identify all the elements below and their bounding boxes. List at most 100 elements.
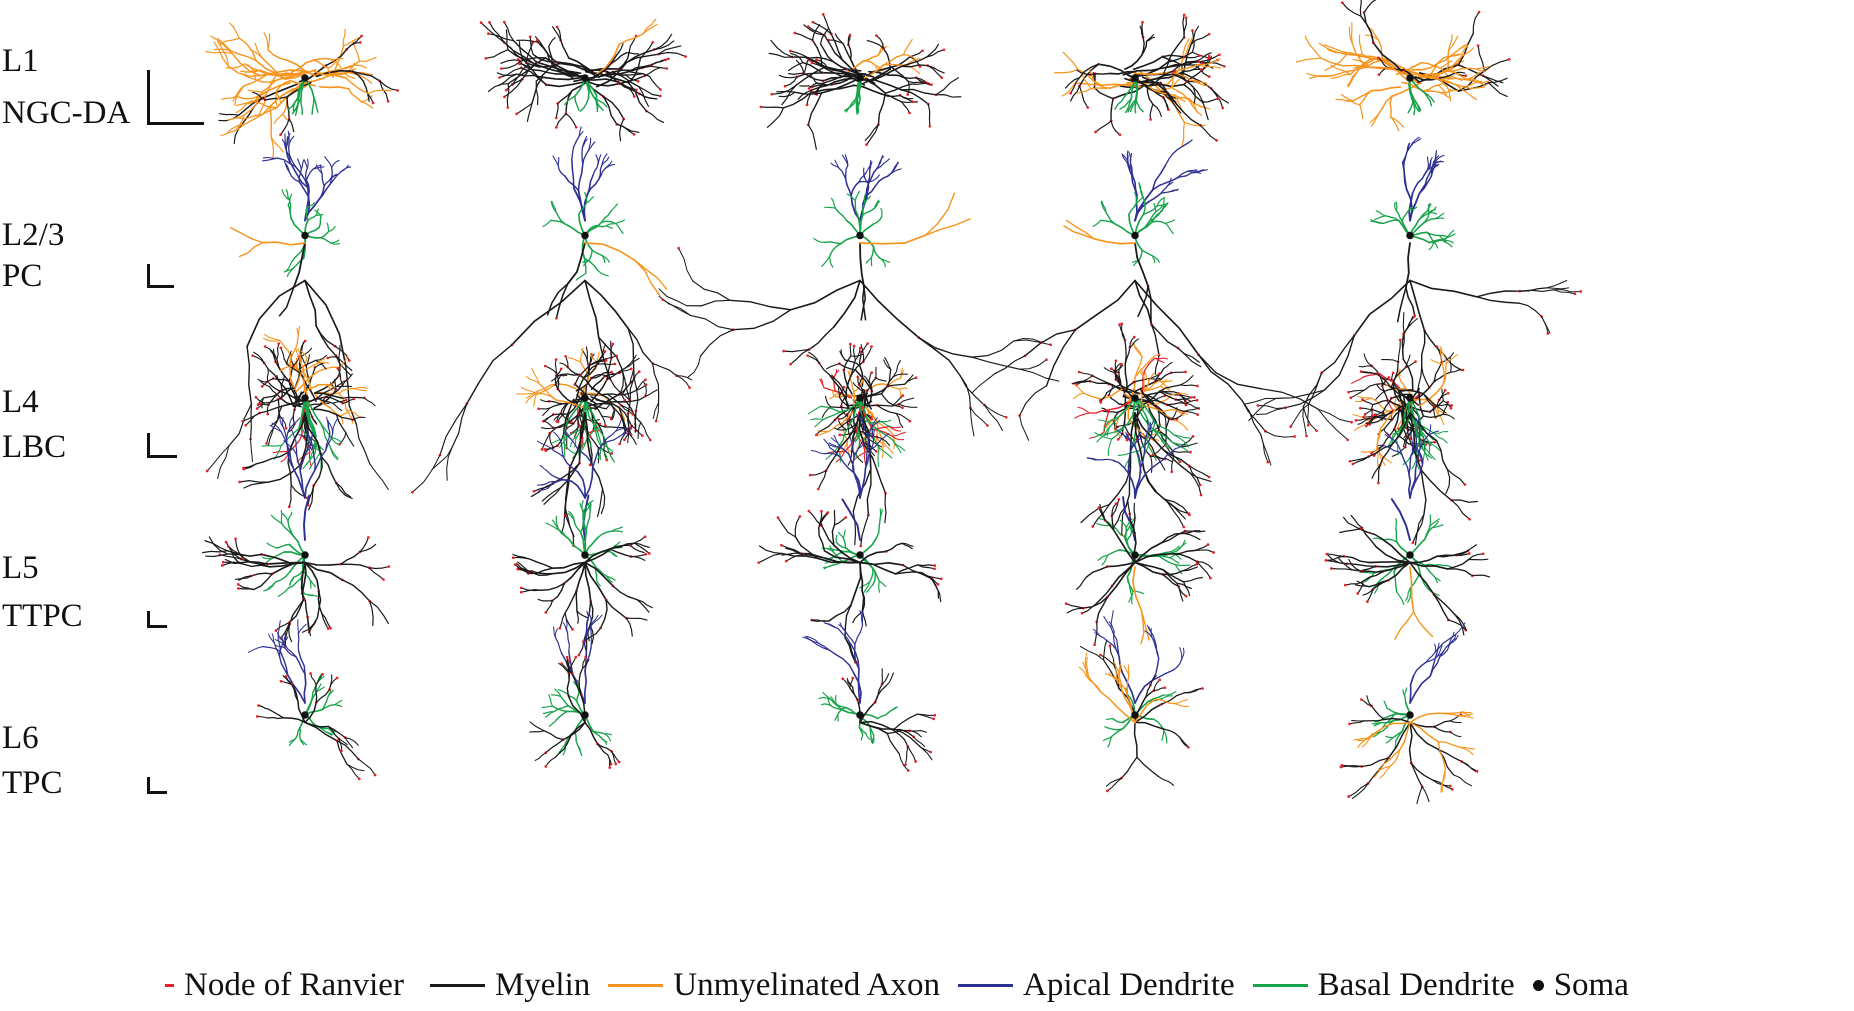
neurite-segment (1449, 720, 1462, 724)
node-of-ranvier-mark (1341, 1, 1344, 5)
node-of-ranvier-mark (841, 677, 845, 681)
neurite-segment (1166, 501, 1185, 528)
node-of-ranvier-mark (1573, 292, 1577, 295)
node-of-ranvier-mark (1293, 434, 1296, 438)
neurite-segment (823, 419, 836, 430)
node-of-ranvier-mark (608, 766, 612, 769)
node-of-ranvier-mark (930, 83, 933, 86)
neurite-segment (635, 379, 646, 391)
neurite-segment (850, 180, 860, 196)
neurite-segment (828, 39, 844, 45)
node-of-ranvier-mark (1091, 525, 1095, 528)
neurite-segment (625, 617, 648, 621)
neurite-segment (297, 623, 307, 635)
neurite-segment (597, 350, 606, 365)
neurite-segment (877, 711, 890, 720)
neurite-segment (758, 552, 783, 564)
neurite-segment (1423, 92, 1433, 107)
neurite-segment (1351, 42, 1367, 69)
neurite-segment (262, 394, 278, 399)
neurite-segment (335, 414, 347, 434)
neurite-segment (860, 414, 865, 428)
neurite-segment (881, 673, 890, 685)
neurite-segment (869, 160, 873, 171)
neurite-segment (1355, 418, 1371, 421)
neurite-segment (1408, 397, 1415, 422)
neurite-segment (564, 590, 578, 614)
neurite-segment (545, 711, 555, 718)
neurite-segment (588, 140, 596, 151)
neurite-segment (257, 705, 270, 710)
neurite-segment (498, 67, 522, 79)
neurite-segment (916, 713, 935, 720)
neurite-segment (658, 51, 687, 58)
neurite-segment (1127, 97, 1138, 113)
neurite-segment (1380, 537, 1411, 564)
neurite-segment (368, 567, 385, 581)
neurite-segment (318, 214, 322, 228)
node-of-ranvier-mark (1398, 338, 1402, 342)
neurite-segment (1081, 602, 1098, 614)
neurite-segment (294, 727, 301, 740)
neurite-segment (880, 207, 883, 217)
neurite-segment (1405, 241, 1411, 288)
neurite-segment (206, 444, 230, 472)
neurite-segment (584, 279, 629, 329)
neurite-segment (584, 561, 607, 601)
neurite-segment (1357, 580, 1364, 595)
neurite-segment (1188, 465, 1210, 478)
neurite-segment (298, 167, 303, 182)
node-of-ranvier-mark (1450, 404, 1454, 407)
neurite-segment (1426, 155, 1430, 168)
neuron-drawing (238, 325, 376, 511)
neurite-segment (584, 412, 591, 457)
neurite-segment (290, 339, 299, 359)
node-of-ranvier-mark (555, 316, 558, 320)
node-of-ranvier-mark (1201, 687, 1204, 690)
neurite-segment (844, 637, 856, 663)
neurite-segment (243, 105, 271, 126)
neurite-segment (1447, 89, 1452, 102)
neurite-segment (1409, 279, 1478, 298)
node-of-ranvier-mark (555, 126, 558, 129)
legend-swatch-unmyelinated-axon (608, 983, 664, 987)
neurite-segment (1086, 457, 1099, 461)
neurite-segment (808, 325, 835, 350)
neurite-segment (880, 419, 892, 423)
neurite-segment (862, 206, 876, 215)
node-of-ranvier-mark (866, 342, 869, 345)
neurite-segment (1353, 279, 1411, 336)
neurite-segment (1373, 763, 1385, 778)
neurite-segment (854, 347, 861, 361)
node-of-ranvier-mark (1195, 398, 1199, 402)
neurite-segment (1407, 204, 1414, 212)
neurite-segment (1359, 407, 1374, 411)
neurite-segment (1174, 564, 1191, 566)
neurite-segment (1162, 569, 1185, 583)
node-of-ranvier-mark (554, 116, 558, 120)
neurite-segment (866, 39, 885, 50)
neuron-drawing (205, 22, 400, 160)
neurite-segment (845, 631, 856, 645)
neurite-segment (1436, 346, 1443, 364)
neurite-segment (935, 77, 959, 96)
neurite-segment (638, 86, 650, 107)
neurite-segment (538, 382, 557, 401)
neuron-drawing (1064, 419, 1215, 647)
neurite-segment (536, 440, 551, 448)
neurite-segment (243, 481, 269, 489)
neurite-segment (516, 39, 540, 44)
neurite-segment (1096, 523, 1113, 527)
node-of-ranvier-mark (757, 561, 761, 564)
neurite-segment (600, 209, 612, 223)
neurite-segment (291, 429, 297, 442)
neurite-segment (555, 102, 559, 119)
neurite-segment (288, 737, 297, 743)
node-of-ranvier-mark (1507, 58, 1511, 61)
neurite-segment (1104, 726, 1114, 730)
neurite-segment (1409, 555, 1438, 564)
neurite-segment (807, 25, 826, 36)
neurite-segment (500, 60, 522, 70)
neurite-segment (1094, 120, 1112, 133)
neurite-segment (341, 373, 353, 386)
